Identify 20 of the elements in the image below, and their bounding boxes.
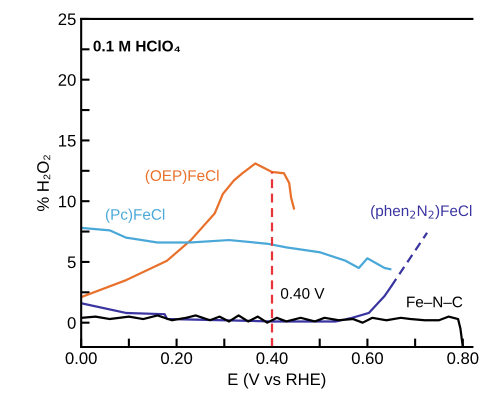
text: (phen$_{2}$N$_{2}$)FeCl <box>371 204 472 220</box>
y-tick-label: 20 <box>58 74 76 86</box>
x-axis-title: E (V vs RHE) <box>228 372 326 388</box>
text: 0.1 M HClO₄ <box>94 40 180 52</box>
y-tick-label: 5 <box>68 256 76 268</box>
x-tick-label: 0.40 <box>256 352 288 364</box>
y-tick-label: 0 <box>68 317 76 329</box>
y-tick-label: 10 <box>59 196 76 208</box>
x-tick-label: 0.80 <box>447 352 478 364</box>
annotation: 0.40 V <box>280 288 324 299</box>
series-label: (Pc)FeCl <box>106 208 164 223</box>
x-tick-label: 0.20 <box>161 352 192 364</box>
y-axis-title: % H₂O₂ <box>37 155 50 212</box>
y-tick-label: 15 <box>59 135 76 147</box>
x-tick-label: 0.00 <box>66 352 97 364</box>
series-label: Fe–N–C <box>407 296 462 308</box>
x-tick-label: 0.60 <box>352 352 383 364</box>
series-label: (OEP)FeCl <box>146 170 219 184</box>
line-series <box>81 226 392 270</box>
y-tick-label: 25 <box>58 13 76 26</box>
